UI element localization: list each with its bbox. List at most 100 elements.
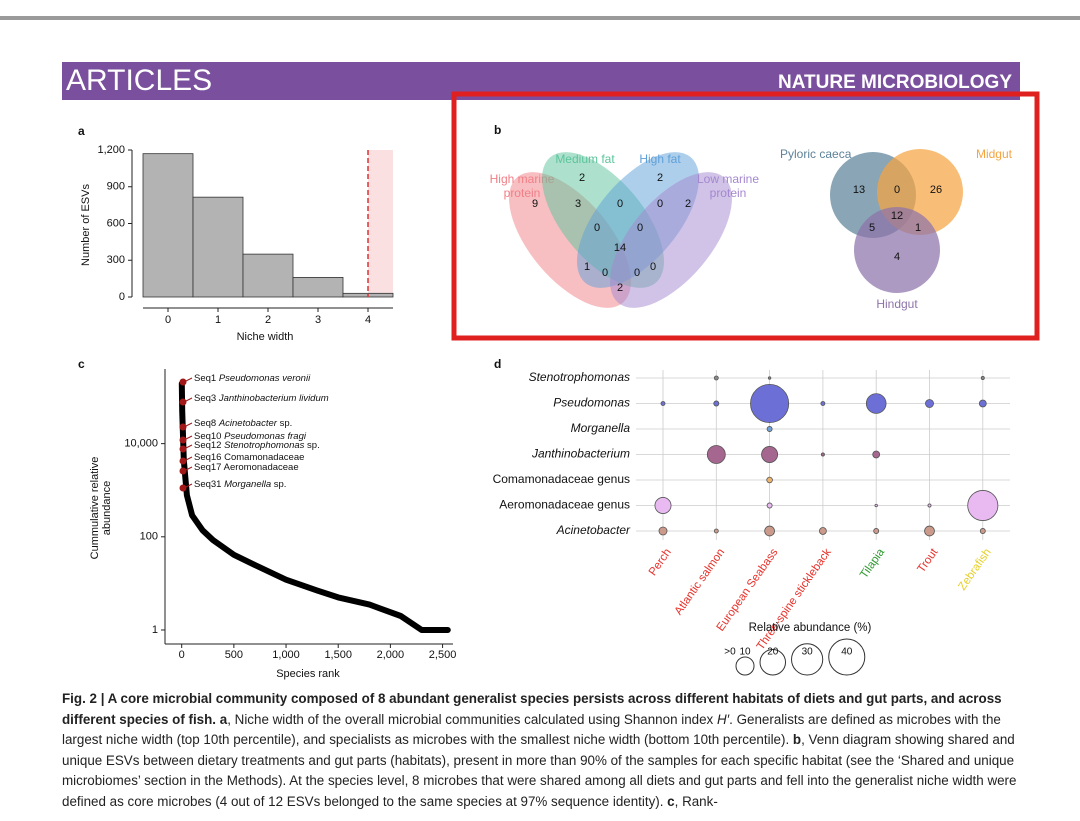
highlight-point <box>179 484 187 492</box>
y-tick-label: 900 <box>107 181 125 193</box>
y-tick-label: 600 <box>107 217 125 229</box>
venn-set <box>854 207 940 293</box>
bubble <box>713 375 719 381</box>
column-label: European Seabass <box>715 546 781 633</box>
journal-name: NATURE MICROBIOLOGY <box>778 72 1012 93</box>
rank-curve <box>178 380 451 633</box>
venn-count: 0 <box>650 261 656 273</box>
annotation: Seq8 Acinetobacter sp. <box>194 418 292 429</box>
bubble <box>978 399 987 408</box>
venn-count: 0 <box>634 267 640 279</box>
annotation-part: Comamonadaceae <box>224 452 304 463</box>
venn-set-label: Hindgut <box>876 297 918 311</box>
annotation-leader <box>183 466 193 472</box>
venn-count: 13 <box>853 184 865 196</box>
bubble <box>660 401 666 406</box>
annotation: Seq31 Morganella sp. <box>194 479 286 490</box>
x-tick-label: 3 <box>315 314 321 326</box>
x-tick-label: 1 <box>215 314 221 326</box>
annotation-leader <box>183 422 193 428</box>
venn-set <box>610 172 732 308</box>
bar <box>192 196 244 298</box>
annotation-part: Stenotrophomonas <box>224 440 305 451</box>
annotation-part: Aeromonadaceae <box>224 462 299 473</box>
highlight-point <box>179 436 187 444</box>
x-tick-label: 4 <box>365 314 371 326</box>
annotation-part: Pseudomonas fragi <box>224 431 307 442</box>
section-title: ARTICLES <box>66 64 212 97</box>
caption-run: H′ <box>716 711 730 727</box>
venn-count: 5 <box>869 222 875 234</box>
x-tick-label: 2,500 <box>429 649 457 661</box>
y-tick-label: 300 <box>107 254 125 266</box>
bar <box>242 253 294 298</box>
y-tick-label: 1 <box>152 624 158 636</box>
row-label: Acinetobacter <box>556 523 631 537</box>
x-tick-label: 2 <box>265 314 271 326</box>
annotation-leader <box>183 444 193 450</box>
bubble <box>967 490 999 521</box>
column-label: Perch <box>647 547 674 578</box>
venn-count: 0 <box>637 222 643 234</box>
column-label: Zebrafish <box>956 547 993 593</box>
bubble <box>761 446 779 463</box>
caption-run: . Generalists are defined as microbes wi… <box>62 711 1001 748</box>
x-tick-label: 0 <box>165 314 171 326</box>
legend-bubble <box>791 643 824 676</box>
highlight-point <box>179 467 187 475</box>
annotation-part: Seq16 <box>194 452 221 463</box>
x-axis-label: Species rank <box>276 668 340 680</box>
annotation-part: Seq10 <box>194 431 221 442</box>
venn-count: 12 <box>891 210 903 222</box>
annotation-leader <box>183 377 193 383</box>
x-tick-label: 1,500 <box>324 649 352 661</box>
annotation: Seq16 Comamonadaceae <box>194 452 304 463</box>
venn-count: 0 <box>894 184 900 196</box>
venn-count: 4 <box>894 251 900 263</box>
annotation: Seq17 Aeromonadaceae <box>194 462 299 473</box>
venn-count: 0 <box>602 267 608 279</box>
bubble <box>658 526 668 536</box>
bubble <box>766 502 773 509</box>
caption-run: , Rank- <box>674 793 718 809</box>
bubble <box>713 528 719 534</box>
column-label: Atlantic salmon <box>673 547 728 618</box>
annotation-leader <box>183 456 193 462</box>
annotation-leader <box>183 397 193 403</box>
column-label: Tilapia <box>858 546 887 581</box>
panel-letter: c <box>78 357 85 371</box>
annotation: Seq10 Pseudomonas fragi <box>194 431 307 442</box>
top-rule <box>0 16 1080 20</box>
venn-count: 2 <box>579 172 585 184</box>
annotation: Seq1 Pseudomonas veronii <box>194 373 311 384</box>
highlight-point <box>179 423 187 431</box>
venn-set-label: High marine protein <box>490 172 555 200</box>
y-tick-label: 100 <box>140 531 158 543</box>
highlight-point <box>179 445 187 453</box>
bubble <box>713 400 720 407</box>
caption-run: , Niche width of the overall microbial c… <box>227 711 717 727</box>
venn-count: 26 <box>930 184 942 196</box>
annotation-part: Seq17 <box>194 462 221 473</box>
annotation-part: Seq12 <box>194 440 221 451</box>
venn-count: 0 <box>617 198 623 210</box>
y-axis-label: Cummulative relative <box>89 457 101 560</box>
caption: Fig. 2 | A core microbial community comp… <box>62 689 1020 813</box>
bubble <box>820 452 825 457</box>
venn-count: 2 <box>685 198 691 210</box>
annotation-part: sp. <box>274 479 287 490</box>
bubble <box>874 503 878 508</box>
venn-count: 3 <box>575 198 581 210</box>
y-axis-label: abundance <box>101 481 113 535</box>
threshold-band <box>368 150 393 297</box>
venn-count: 9 <box>532 198 538 210</box>
bubble <box>865 393 887 414</box>
bubble <box>654 497 672 514</box>
venn-count: 0 <box>657 198 663 210</box>
bubble <box>872 450 881 459</box>
venn-count: 2 <box>657 172 663 184</box>
x-tick-label: 0 <box>179 649 185 661</box>
legend-label: 30 <box>802 647 814 658</box>
bubble <box>819 527 827 535</box>
